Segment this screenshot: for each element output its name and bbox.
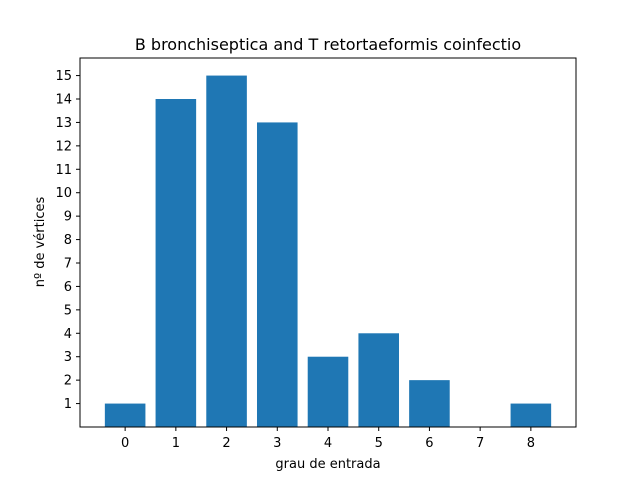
y-tick-label: 2 [64, 374, 72, 389]
y-tick-label: 11 [55, 163, 72, 178]
y-tick-label: 6 [64, 280, 72, 295]
x-axis-label: grau de entrada [275, 457, 380, 472]
x-axis-ticks: 0 1 2 3 4 5 6 7 8 [121, 427, 535, 451]
bar-2 [206, 75, 247, 428]
bar-4 [307, 356, 349, 427]
x-tick-label: 7 [476, 436, 484, 451]
y-tick-label: 8 [64, 233, 72, 248]
bar-8 [510, 403, 552, 427]
bar-3 [256, 122, 298, 427]
bar-1 [155, 99, 197, 427]
bar-5 [358, 333, 400, 427]
y-tick-label: 13 [55, 116, 72, 131]
y-tick-label: 14 [55, 93, 72, 108]
x-tick-label: 8 [527, 436, 535, 451]
x-tick-label: 2 [222, 436, 230, 451]
y-tick-label: 3 [64, 350, 72, 365]
x-tick-label: 3 [273, 436, 281, 451]
x-tick-label: 0 [121, 436, 129, 451]
y-axis-label: nº de vértices [33, 197, 48, 288]
y-tick-label: 10 [55, 186, 72, 201]
bar-6 [409, 380, 450, 427]
y-tick-label: 15 [55, 69, 72, 84]
bars-group [104, 75, 552, 428]
chart-title: B bronchiseptica and T retortaeformis co… [135, 35, 521, 54]
y-tick-label: 5 [64, 303, 72, 318]
plot-frame [79, 57, 577, 428]
y-tick-label: 9 [64, 210, 72, 225]
y-tick-label: 7 [64, 257, 72, 272]
x-tick-label: 1 [172, 436, 180, 451]
y-tick-label: 4 [64, 327, 72, 342]
x-tick-label: 6 [425, 436, 433, 451]
x-tick-label: 4 [324, 436, 332, 451]
bar-0 [104, 403, 146, 427]
y-tick-label: 1 [64, 397, 72, 412]
y-tick-label: 12 [55, 139, 72, 154]
x-tick-label: 5 [375, 436, 383, 451]
